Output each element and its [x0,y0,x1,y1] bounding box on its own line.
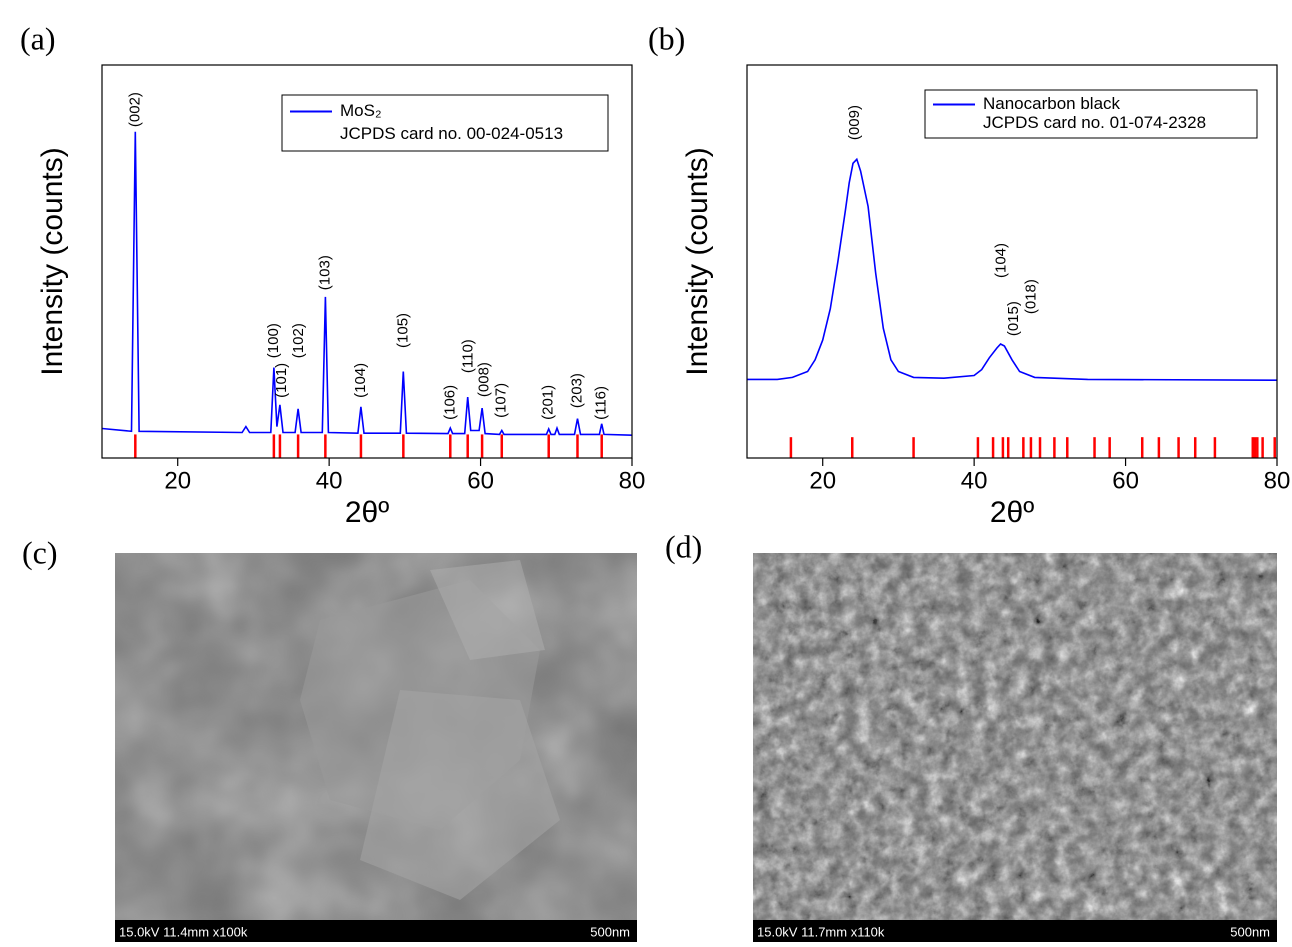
peak-label: (104) [352,363,369,398]
peak-label: (201) [540,385,557,420]
x-tick-label: 60 [1112,467,1139,494]
legend-label: Nanocarbon black [983,94,1121,113]
x-tick-label: 80 [1264,467,1291,494]
peak-label: (008) [475,362,492,397]
x-tick-label: 20 [809,467,836,494]
peak-label: (101) [273,363,290,398]
peak-label: (102) [290,323,307,358]
sem-caption: 15.0kV 11.4mm x100k [119,924,248,939]
peak-label: (018) [1023,279,1040,314]
x-axis-title: 2θº [990,496,1034,529]
sem-panel: (c) 15.0kV 11.4mm x100k 500nm [22,534,637,942]
sem-scale: 500nm [1230,924,1270,939]
panel-label: (d) [665,528,702,564]
panel-label: (c) [22,534,58,570]
y-axis-title: Intensity (counts) [681,147,714,375]
peak-label: (002) [126,92,143,127]
y-axis-title: Intensity (counts) [36,147,69,375]
sem-scale: 500nm [590,924,630,939]
peak-label: (105) [394,313,411,348]
peak-label: (203) [568,373,585,408]
peak-label: (107) [493,383,510,418]
peak-label: (104) [992,243,1009,278]
panel-label: (b) [648,20,685,56]
chart: (b) Intensity (counts) 2θº 20 40 60 80 (009) (10… [648,20,1290,529]
x-tick-label: 40 [961,467,988,494]
sem-panel: (d) 15.0kV 11.7mm x110k 500nm [665,528,1277,942]
peak-label: (103) [316,255,333,290]
peak-label: (116) [593,386,610,420]
sem-texture [753,553,1277,920]
x-tick-label: 20 [164,467,191,494]
figure: (c) 15.0kV 11.4mm x100k 500nm (d) 15.0kV… [0,0,1292,942]
x-tick-label: 60 [467,467,494,494]
peak-label: (100) [265,323,282,358]
legend-label: JCPDS card no. 01-074-2328 [983,113,1206,132]
legend-label: JCPDS card no. 00-024-0513 [340,124,563,143]
x-tick-label: 80 [619,467,646,494]
x-tick-label: 40 [316,467,343,494]
legend-label: MoS₂ [340,101,382,120]
xrd-curve [747,159,1277,380]
peak-label: (110) [459,339,476,373]
panel-label: (a) [20,20,56,56]
chart: (a) Intensity (counts) 2θº 20 40 60 80 (002) (10… [20,20,645,529]
peak-label: (015) [1005,301,1022,336]
peak-label: (009) [846,105,863,140]
peak-label: (106) [441,385,458,420]
sem-caption: 15.0kV 11.7mm x110k [757,924,885,939]
x-axis-title: 2θº [345,496,389,529]
